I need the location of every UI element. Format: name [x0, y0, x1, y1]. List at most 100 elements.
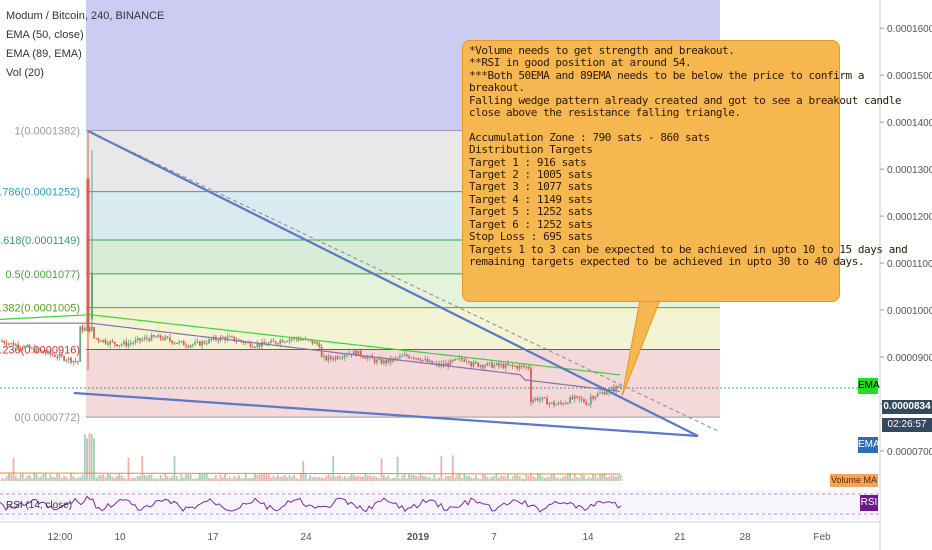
candle-body: [180, 341, 183, 343]
candle-body: [332, 358, 335, 360]
volume-bar: [129, 478, 132, 481]
candle-body: [169, 337, 171, 341]
volume-bar: [254, 473, 256, 481]
volume-bar: [589, 478, 592, 481]
volume-bar: [419, 473, 422, 481]
volume-bar: [516, 474, 519, 481]
volume-ma-line: [0, 472, 621, 475]
volume-bar: [461, 478, 463, 481]
candle-body: [385, 360, 387, 364]
current-price-badge: 0.0000834: [882, 400, 932, 414]
volume-bar: [93, 438, 95, 481]
candle-body: [500, 364, 502, 366]
volume-bar: [504, 476, 507, 481]
volume-bar: [166, 476, 169, 481]
volume-bar: [426, 477, 429, 481]
candle-body: [143, 337, 146, 340]
volume-bar: [596, 477, 599, 481]
volume-bar: [274, 477, 277, 481]
candle-body: [288, 339, 291, 342]
volume-bar: [203, 473, 206, 481]
candle-body: [424, 359, 427, 361]
candle-body: [173, 342, 176, 344]
volume-bar: [458, 473, 461, 481]
candle-body: [562, 403, 565, 405]
volume-bar: [113, 478, 116, 481]
volume-bar: [60, 478, 63, 481]
candle-body: [217, 339, 220, 341]
candle-body: [481, 365, 484, 368]
candle-body: [129, 343, 132, 345]
volume-bar: [270, 477, 272, 481]
volume-bar: [226, 478, 229, 481]
candle-body: [19, 347, 22, 349]
candle-body: [208, 339, 210, 344]
volume-bar: [603, 473, 606, 481]
symbol-title: Modum / Bitcoin, 240, BINANCE: [6, 10, 165, 22]
volume-bar: [31, 478, 33, 481]
volume-bar: [495, 473, 498, 481]
rsi-legend[interactable]: RSI (14, close): [6, 500, 73, 511]
volume-bar: [210, 478, 213, 481]
candle-body: [447, 363, 450, 366]
candle-body: [599, 392, 601, 394]
volume-bar: [530, 473, 532, 481]
candle-body: [346, 354, 348, 356]
volume-bar: [486, 476, 489, 481]
candle-body: [585, 402, 588, 405]
volume-bar: [399, 478, 401, 481]
y-tick-label: 0.0001300: [887, 165, 932, 176]
candle-body: [251, 346, 254, 348]
candle-body: [534, 398, 537, 400]
candle-body: [97, 338, 100, 341]
volume-bar: [617, 475, 620, 481]
dashed-trend-line: [87, 130, 721, 433]
volume-bar: [297, 478, 300, 481]
volume-bar: [173, 456, 176, 481]
candle-body: [523, 365, 525, 367]
volume-bar: [162, 478, 164, 481]
volume-bar: [284, 474, 286, 481]
candle-body: [261, 341, 263, 347]
candle-body: [247, 342, 249, 344]
candle-body: [445, 363, 447, 366]
candle-body: [362, 355, 364, 358]
volume-bar: [65, 476, 68, 481]
volume-bar: [599, 474, 601, 481]
volume-bar: [180, 474, 183, 481]
volume-bar: [242, 478, 245, 481]
volume-bar: [8, 473, 10, 481]
candle-body: [343, 355, 346, 358]
candle-body: [615, 386, 617, 391]
legend-ema89[interactable]: EMA (89, EMA): [6, 48, 82, 60]
volume-bar: [470, 477, 473, 481]
candle-body: [134, 340, 137, 343]
candle-body: [194, 341, 197, 345]
volume-bar: [26, 475, 29, 481]
volume-bar: [507, 474, 509, 481]
candle-body: [399, 356, 401, 358]
volume-bar: [330, 476, 332, 481]
volume-bar: [405, 478, 408, 481]
volume-bar: [514, 475, 516, 481]
legend-volume[interactable]: Vol (20): [6, 67, 44, 79]
candle-body: [159, 335, 162, 339]
volume-bar: [221, 477, 224, 481]
fib-zone: [86, 307, 720, 350]
volume-bar: [72, 476, 75, 481]
volume-bar: [175, 476, 178, 481]
volume-bar: [143, 475, 146, 481]
volume-bar: [169, 477, 171, 481]
candle-body: [518, 365, 521, 369]
volume-bar: [341, 478, 344, 481]
candle-body: [233, 336, 236, 341]
candle-body: [514, 365, 516, 367]
volume-bar: [327, 474, 330, 481]
candle-body: [606, 392, 608, 395]
legend-ema50[interactable]: EMA (50, close): [6, 29, 84, 41]
candle-body: [488, 362, 491, 364]
candle-body: [539, 399, 542, 401]
volume-bar: [109, 474, 111, 481]
candle-body: [382, 360, 385, 364]
volume-bar: [336, 476, 339, 481]
